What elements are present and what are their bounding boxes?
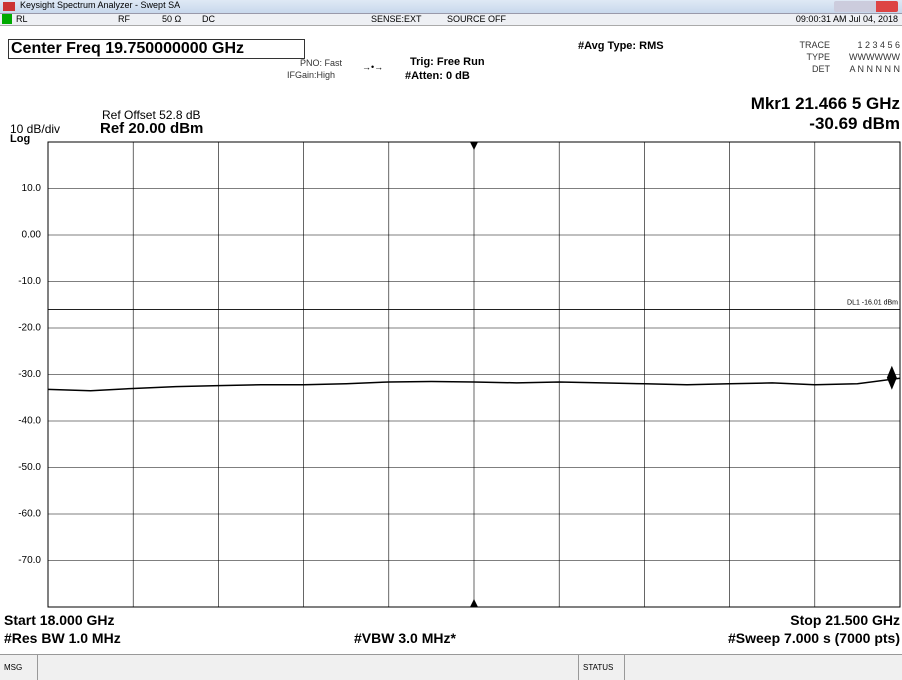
y-tick-label: -30.0 — [18, 369, 41, 380]
rf: RF — [118, 14, 130, 24]
avg-type: #Avg Type: RMS — [578, 40, 664, 52]
atten: #Atten: 0 dB — [405, 70, 470, 82]
message-bar: MSG STATUS — [0, 654, 902, 680]
rl: RL — [16, 14, 28, 24]
trace-label: TRACE — [799, 40, 830, 50]
ref-offset: Ref Offset 52.8 dB — [102, 108, 201, 122]
coupling: DC — [202, 14, 215, 24]
marker-freq: Mkr1 21.466 5 GHz — [750, 94, 900, 113]
y-tick-label: -20.0 — [18, 323, 41, 334]
impedance: 50 Ω — [162, 14, 182, 24]
rbw: #Res BW 1.0 MHz — [4, 630, 121, 646]
y-tick-label: 10.0 — [22, 183, 42, 194]
start-freq: Start 18.000 GHz — [4, 612, 115, 628]
source: SOURCE OFF — [447, 14, 507, 24]
vbw: #VBW 3.0 MHz* — [354, 630, 456, 646]
marker-amplitude: -30.69 dBm — [809, 114, 900, 133]
ref-level: Ref 20.00 dBm — [100, 120, 204, 137]
app-icon — [3, 2, 15, 11]
y-tick-label: -10.0 — [18, 276, 41, 287]
y-tick-label: 0.00 — [22, 230, 42, 241]
y-tick-label: -50.0 — [18, 462, 41, 473]
datetime: 09:00:31 AM Jul 04, 2018 — [795, 14, 898, 24]
det-label: DET — [812, 64, 830, 74]
trace — [47, 377, 901, 392]
scale: 10 dB/div — [10, 122, 61, 136]
sense: SENSE:EXT — [371, 14, 422, 24]
trace-plot: 10.0 0.00 -10.0 -20.0 -30.0 -40.0 -50.0 -60.0 -7… — [18, 141, 901, 608]
type-value: WWWWWW — [849, 52, 900, 62]
status-row: RL RF 50 Ω DC SENSE:EXT SOURCE OFF 09:00… — [0, 14, 902, 26]
y-tick-label: -70.0 — [18, 555, 41, 566]
stop-freq: Stop 21.500 GHz — [790, 612, 900, 628]
center-freq[interactable]: Center Freq 19.750000000 GHz — [8, 39, 306, 59]
center-marker-top — [470, 142, 478, 150]
trig-icon: →•→ — [362, 62, 384, 72]
type-label: TYPE — [806, 52, 830, 62]
msg: MSG — [4, 663, 23, 672]
trig: Trig: Free Run — [410, 56, 485, 68]
status: STATUS — [583, 663, 614, 672]
pno: PNO: Fast — [300, 58, 343, 68]
ifgain: IFGain:High — [287, 70, 336, 80]
title-bar: Keysight Spectrum Analyzer - Swept SA — [0, 0, 902, 14]
trace-value: 1 2 3 4 5 6 — [857, 40, 900, 50]
y-tick-label: -40.0 — [18, 416, 41, 427]
det-value: A N N N N N — [849, 64, 900, 74]
display-line-label: DL1 -16.01 dBm — [847, 299, 898, 306]
window-buttons[interactable] — [834, 1, 898, 12]
lxi-icon — [2, 14, 12, 24]
window-title: Keysight Spectrum Analyzer - Swept SA — [20, 0, 181, 10]
marker — [886, 365, 897, 390]
y-tick-label: -60.0 — [18, 509, 41, 520]
log: Log — [10, 133, 31, 145]
sweep: #Sweep 7.000 s (7000 pts) — [728, 630, 900, 646]
center-marker-bottom — [470, 599, 478, 607]
